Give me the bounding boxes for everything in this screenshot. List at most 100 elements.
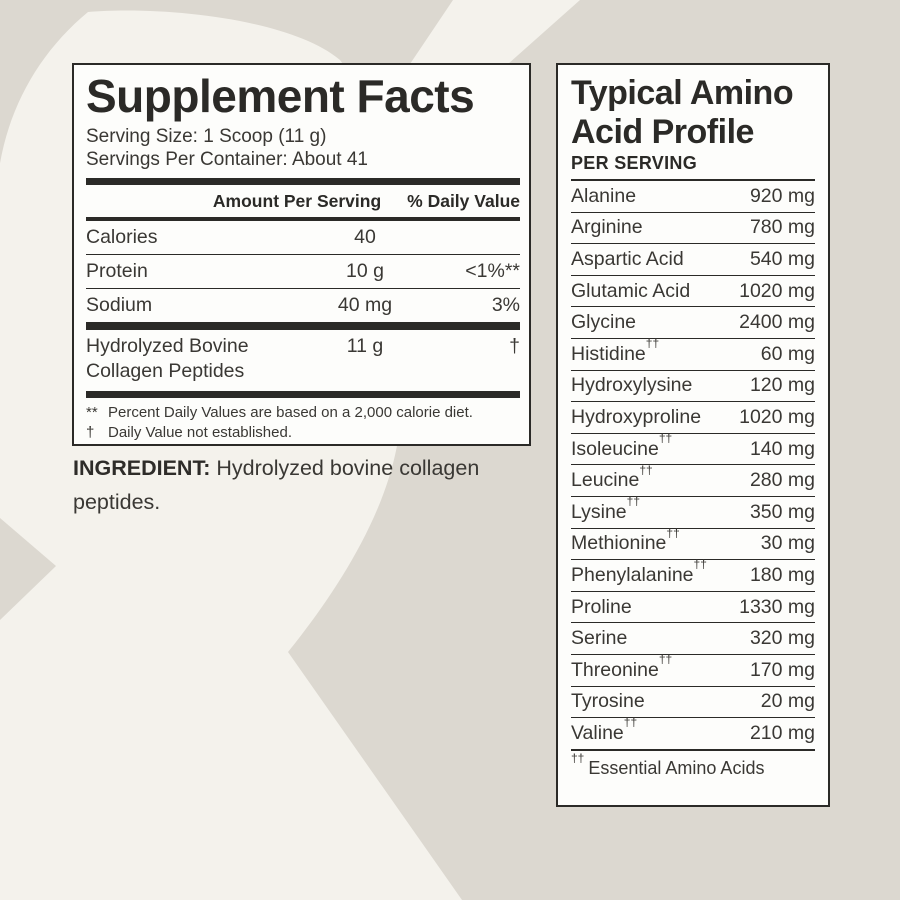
table-row-sodium: Sodium 40 mg 3%	[86, 289, 520, 323]
divider-thick	[86, 390, 520, 398]
essential-marker: ††	[645, 336, 660, 351]
amino-acid-name: Methionine††	[571, 525, 680, 555]
facts-footnotes: ** Percent Daily Values are based on a 2…	[86, 398, 520, 443]
supplement-facts-panel: Supplement Facts Serving Size: 1 Scoop (…	[72, 63, 531, 446]
nutrient-amount: 10 g	[346, 259, 384, 282]
amino-acid-row: Proline 1330 mg	[571, 592, 815, 624]
amino-acid-amount: 180 mg	[749, 563, 815, 586]
nutrient-name: Calories	[86, 225, 158, 248]
amino-acid-amount: 1020 mg	[739, 405, 815, 428]
nutrient-amount: 11 g	[346, 334, 384, 357]
amino-acid-row: Valine†† 210 mg	[571, 715, 815, 751]
divider-medium	[86, 216, 520, 221]
divider-thick	[86, 322, 520, 330]
nutrient-daily-value: <1%**	[465, 259, 520, 282]
amino-acid-name: Proline	[571, 595, 632, 618]
footnote-text: Percent Daily Values are based on a 2,00…	[108, 403, 473, 421]
divider-thick	[86, 177, 520, 185]
amino-profile-panel: Typical Amino Acid Profile PER SERVING A…	[556, 63, 830, 807]
amino-acid-name: Aspartic Acid	[571, 247, 684, 270]
amino-acid-row: Leucine†† 280 mg	[571, 462, 815, 497]
amino-acid-row: Isoleucine†† 140 mg	[571, 431, 815, 466]
amino-acid-name: Hydroxyproline	[571, 405, 702, 428]
amino-acid-rows: Alanine 920 mg Arginine 780 mg Aspartic Acid…	[571, 181, 815, 751]
essential-marker: ††	[626, 494, 641, 509]
supplement-facts-title: Supplement Facts	[86, 70, 475, 122]
daily-value-column-header: % Daily Value	[407, 190, 520, 211]
essential-marker: ††	[693, 557, 707, 572]
amino-acid-row: Phenylalanine†† 180 mg	[571, 557, 815, 592]
amino-acid-name: Lysine††	[571, 494, 641, 523]
amino-acid-amount: 30 mg	[760, 532, 815, 555]
amino-acid-name: Isoleucine††	[571, 431, 673, 460]
footnote-text: Daily Value not established.	[108, 423, 292, 441]
footnote-marker: †	[86, 423, 95, 441]
amino-acid-amount: 320 mg	[749, 627, 815, 650]
amino-acid-amount: 780 mg	[749, 216, 815, 239]
amino-acid-name: Histidine††	[571, 336, 660, 365]
footnote-marker: **	[86, 403, 98, 421]
amino-acid-name: Arginine	[571, 216, 643, 239]
table-row-collagen-peptides: Hydrolyzed Bovine Collagen Peptides 11 g…	[86, 330, 520, 391]
amino-acid-row: Arginine 780 mg	[571, 213, 815, 245]
amino-acid-name: Glutamic Acid	[571, 279, 691, 302]
ingredient-statement: INGREDIENT: Hydrolyzed bovine collagen p…	[73, 451, 543, 519]
amino-acid-amount: 170 mg	[749, 658, 815, 681]
amount-column-header: Amount Per Serving	[212, 190, 382, 211]
amino-acid-row: Hydroxyproline 1020 mg	[571, 402, 815, 434]
facts-column-headers: Amount Per Serving % Daily Value	[86, 185, 520, 217]
nutrient-daily-value: †	[509, 334, 520, 357]
amino-acid-row: Alanine 920 mg	[571, 181, 815, 213]
nutrient-name: Sodium	[86, 293, 153, 316]
amino-acid-amount: 140 mg	[749, 437, 815, 460]
amino-profile-title: Typical Amino Acid Profile	[571, 74, 794, 151]
amino-acid-row: Serine 320 mg	[571, 623, 815, 655]
amino-acid-row: Glycine 2400 mg	[571, 307, 815, 339]
ingredient-label: INGREDIENT:	[73, 456, 211, 480]
nutrient-amount: 40 mg	[337, 293, 393, 316]
amino-acid-amount: 280 mg	[749, 469, 815, 492]
essential-marker: ††	[623, 715, 638, 730]
amino-acid-name: Hydroxylysine	[571, 374, 693, 397]
amino-acid-row: Methionine†† 30 mg	[571, 525, 815, 561]
amino-acid-name: Alanine	[571, 184, 637, 207]
amino-acid-row: Tyrosine 20 mg	[571, 687, 815, 719]
amino-acid-amount: 1020 mg	[739, 279, 815, 302]
divider-line	[571, 179, 815, 181]
amino-acid-amount: 60 mg	[760, 342, 815, 365]
ingredient-text: Hydrolyzed bovine collagen peptides.	[73, 456, 480, 514]
amino-acid-row: Aspartic Acid 540 mg	[571, 244, 815, 276]
essential-amino-footnote: †† Essential Amino Acids	[571, 751, 815, 779]
nutrient-amount: 40	[354, 225, 376, 248]
amino-acid-amount: 540 mg	[749, 247, 815, 270]
amino-acid-row: Threonine†† 170 mg	[571, 652, 815, 687]
amino-acid-name: Valine††	[571, 715, 638, 744]
amino-acid-row: Glutamic Acid 1020 mg	[571, 276, 815, 308]
amino-acid-name: Glycine	[571, 311, 637, 334]
amino-acid-row: Histidine†† 60 mg	[571, 336, 815, 371]
essential-marker: ††	[658, 652, 673, 667]
amino-acid-amount: 20 mg	[760, 690, 815, 713]
footnote-daily-values: ** Percent Daily Values are based on a 2…	[86, 403, 520, 423]
serving-size: Serving Size: 1 Scoop (11 g)	[86, 125, 327, 147]
servings-per-container: Servings Per Container: About 41	[86, 148, 369, 170]
amino-acid-amount: 120 mg	[749, 374, 815, 397]
nutrient-daily-value: 3%	[491, 293, 520, 316]
footnote-not-established: † Daily Value not established.	[86, 423, 520, 443]
table-row-protein: Protein 10 g <1%**	[86, 255, 520, 289]
essential-marker: ††	[666, 525, 680, 540]
amino-acid-amount: 1330 mg	[739, 595, 815, 618]
amino-acid-amount: 920 mg	[749, 184, 815, 207]
amino-acid-name: Serine	[571, 627, 628, 650]
essential-marker: ††	[639, 462, 653, 477]
amino-acid-row: Lysine†† 350 mg	[571, 494, 815, 529]
footnote-marker: ††	[571, 750, 585, 765]
amino-acid-row: Hydroxylysine 120 mg	[571, 371, 815, 403]
amino-acid-name: Phenylalanine††	[571, 557, 707, 586]
amino-acid-name: Leucine††	[571, 462, 653, 492]
amino-acid-name: Threonine††	[571, 652, 673, 681]
footnote-text: Essential Amino Acids	[588, 757, 765, 778]
nutrient-name: Hydrolyzed Bovine Collagen Peptides	[86, 334, 249, 382]
amino-acid-amount: 350 mg	[749, 500, 815, 523]
